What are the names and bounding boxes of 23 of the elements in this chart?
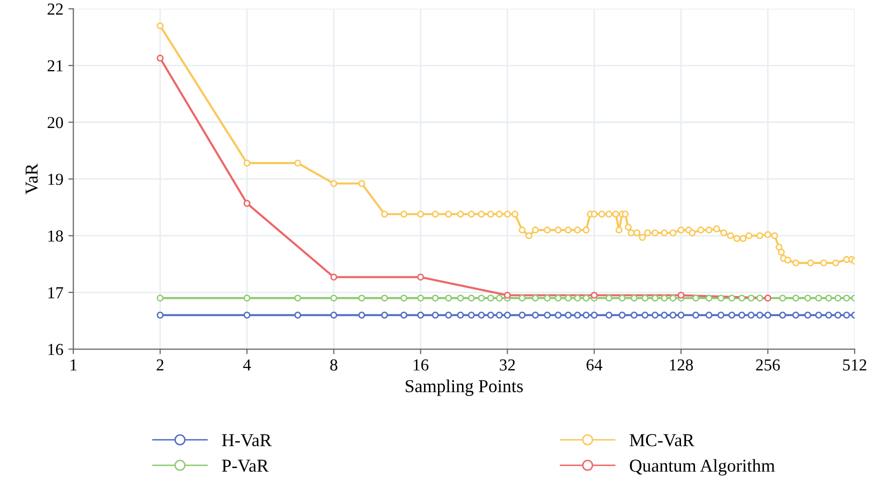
x-tick-label: 32 [500, 359, 515, 371]
x-tick-label: 128 [670, 359, 693, 371]
x-tick-label: 8 [330, 359, 338, 371]
y-tick-label: 17 [48, 287, 64, 298]
x-tick-label: 512 [843, 359, 866, 371]
x-tick-label: 1 [70, 359, 76, 370]
legend-label: P-VaR [222, 460, 269, 472]
legend-label: Quantum Algorithm [630, 459, 775, 476]
x-tick-label: 4 [243, 359, 251, 370]
y-tick-label: 22 [48, 4, 63, 15]
x-tick-label: 16 [414, 359, 428, 371]
legend-label: H-VaR [222, 434, 272, 446]
y-axis-title: VaR [26, 163, 38, 194]
x-tick-label: 64 [586, 359, 602, 371]
x-axis-title: Sampling Points [406, 380, 523, 396]
x-tick-label: 2 [156, 359, 164, 370]
legend-label: MC-VaR [630, 434, 694, 446]
y-tick-label: 18 [48, 230, 63, 242]
x-tick-label: 256 [756, 359, 780, 371]
y-tick-label: 20 [48, 116, 63, 128]
y-tick-label: 16 [48, 344, 64, 356]
y-tick-label: 21 [48, 60, 63, 72]
y-tick-label: 19 [48, 174, 63, 185]
